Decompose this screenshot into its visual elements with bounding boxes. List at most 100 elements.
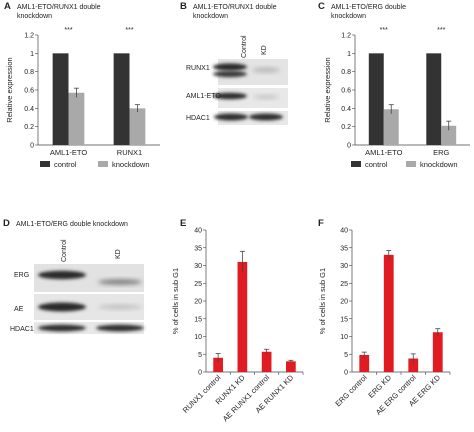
chart-a-y-tick-label-5: 1 (30, 51, 34, 58)
chart-c-x-category-1: ERG (433, 148, 449, 157)
chart-a-legend-label-knockdown: knockdown (112, 160, 150, 169)
chart-c-y-tick-label-0: 0 (347, 143, 351, 150)
chart-e-sub-g1: 0 5 10 15 20 25 30 35 40 % of cells in sub G1 RUNX… (171, 228, 304, 423)
chart-c-bar-knockdown-1 (441, 125, 457, 145)
chart-a-legend-swatch-control (40, 161, 50, 167)
chart-a-y-tick-label-6: 1.2 (24, 33, 34, 40)
panel-a-title-line-2: knockdown (17, 13, 52, 20)
blot-b-lane-control: Control (241, 35, 248, 58)
chart-a-legend-label-control: control (54, 160, 77, 169)
chart-e-y-tick-label-4: 20 (194, 299, 202, 306)
chart-e-y-tick-label-3: 15 (194, 316, 202, 323)
western-blot-b: Control KD RUNX1 AML1-ETO HDAC1 (186, 35, 288, 125)
chart-a-x-category-1: RUNX1 (117, 148, 142, 157)
panel-c-title-line-1: AML1-ETO/ERG double (331, 4, 406, 11)
blot-b-lane-kd: KD (261, 45, 268, 55)
blot-d-erg-kd-band (98, 279, 142, 285)
chart-c-relative-expression: 0 0.2 0.4 0.6 0.8 1 1.2 Relative expression *** A… (323, 27, 470, 169)
chart-c-significance-1: *** (437, 27, 445, 34)
chart-f-y-tick-label-5: 25 (340, 281, 348, 288)
chart-e-y-tick-label-2: 10 (194, 334, 202, 341)
blot-b-label-hdac1: HDAC1 (186, 115, 210, 122)
chart-a-significance-1: *** (125, 27, 133, 34)
chart-f-bar-3 (432, 332, 443, 372)
chart-c-legend-swatch-control (351, 161, 361, 167)
blot-d-label-erg: ERG (14, 272, 29, 279)
blot-d-label-ae: AE (14, 306, 24, 313)
chart-f-x-category-0: ERG control (333, 373, 368, 408)
chart-f-bar-1 (383, 254, 394, 372)
chart-a-y-tick-label-2: 0.4 (24, 106, 34, 113)
blot-d-lane-control: Control (61, 239, 68, 262)
chart-f-y-tick-label-7: 35 (340, 245, 348, 252)
chart-a-y-tick-label-1: 0.2 (24, 124, 34, 131)
chart-f-y-tick-label-0: 0 (344, 370, 348, 377)
chart-c-significance-0: *** (380, 27, 388, 34)
chart-c-y-tick-label-1: 0.2 (341, 124, 351, 131)
chart-a-bar-control-0 (52, 53, 69, 146)
chart-c-y-tick-label-6: 1.2 (341, 33, 351, 40)
blot-b-runx1-control-band-upper (213, 63, 247, 71)
chart-c-legend-label-knockdown: knockdown (420, 160, 458, 169)
chart-c-bar-control-0 (368, 53, 384, 146)
chart-e-y-tick-label-7: 35 (194, 245, 202, 252)
blot-b-hdac1-control-band (214, 113, 248, 121)
chart-f-bar-0 (359, 354, 370, 372)
panel-b-title-line-1: AML1-ETO/RUNX1 double (193, 4, 277, 11)
chart-e-y-axis-label: % of cells in sub G1 (171, 268, 180, 334)
chart-a-y-axis-label: Relative expression (5, 57, 14, 122)
blot-b-label-runx1: RUNX1 (186, 65, 210, 72)
chart-f-y-tick-label-6: 30 (340, 263, 348, 270)
chart-f-y-tick-label-2: 10 (340, 334, 348, 341)
chart-a-y-tick-label-4: 0.8 (24, 69, 34, 76)
chart-a-bar-knockdown-1 (129, 108, 146, 145)
chart-e-bar-2 (261, 351, 272, 372)
chart-e-y-tick-label-1: 5 (198, 352, 202, 359)
chart-a-significance-0: *** (64, 27, 72, 34)
panel-letter-f: F (318, 218, 324, 229)
chart-c-y-tick-label-5: 1 (347, 51, 351, 58)
blot-b-aml1eto-control-band (213, 92, 247, 100)
chart-e-bar-3 (286, 361, 296, 372)
chart-a-x-category-0: AML1-ETO (50, 148, 88, 157)
chart-e-y-tick-label-5: 25 (194, 281, 202, 288)
panel-letter-b: B (180, 1, 187, 12)
panel-c-title-line-2: knockdown (331, 13, 366, 20)
blot-d-hdac1-control-band (38, 324, 86, 332)
blot-d-ae-control-band (38, 302, 86, 312)
chart-e-y-tick-label-0: 0 (198, 370, 202, 377)
panel-a-title-line-1: AML1-ETO/RUNX1 double (17, 4, 101, 11)
chart-a-legend-swatch-knockdown (98, 161, 108, 167)
panel-letter-a: A (4, 1, 11, 12)
chart-e-x-category-0: RUNX1 control (181, 373, 223, 415)
chart-e-bar-0 (213, 357, 223, 372)
chart-c-bar-knockdown-0 (383, 109, 399, 145)
chart-e-bar-1 (237, 261, 248, 372)
chart-f-y-axis-label: % of cells in sub G1 (318, 268, 327, 334)
blot-d-hdac1-kd-band (96, 324, 144, 332)
western-blot-d: Control KD ERG AE HDAC1 (10, 239, 144, 334)
chart-f-y-tick-label-8: 40 (340, 228, 348, 235)
blot-b-hdac1-kd-band (249, 113, 283, 121)
chart-a-bar-knockdown-0 (68, 92, 85, 145)
panel-d-title: AML1-ETO/ERG double knockdown (16, 221, 128, 228)
chart-c-x-category-0: AML1-ETO (365, 148, 403, 157)
chart-c-bar-control-1 (426, 53, 442, 146)
blot-d-ae-kd-band (98, 304, 142, 310)
blot-b-aml1eto-kd-band (253, 95, 279, 99)
chart-c-legend-swatch-knockdown (406, 161, 416, 167)
chart-a-relative-expression: 0 0.2 0.4 0.6 0.8 1 1.2 Relative expression *** A… (5, 27, 160, 169)
panel-letter-d: D (3, 218, 10, 229)
chart-f-bar-2 (408, 358, 419, 372)
chart-f-sub-g1: 0 5 10 15 20 25 30 35 40 % of cells in sub G1 ERG … (318, 228, 451, 417)
chart-c-y-axis-label: Relative expression (323, 57, 332, 122)
chart-a-bar-control-1 (113, 53, 130, 146)
chart-f-y-tick-label-3: 15 (340, 316, 348, 323)
chart-e-y-tick-label-8: 40 (194, 228, 202, 235)
chart-f-y-tick-label-1: 5 (344, 352, 348, 359)
blot-b-runx1-control-band-lower (213, 70, 247, 78)
chart-e-y-tick-label-6: 30 (194, 263, 202, 270)
panel-letter-c: C (318, 1, 325, 12)
chart-c-y-tick-label-2: 0.4 (341, 106, 351, 113)
